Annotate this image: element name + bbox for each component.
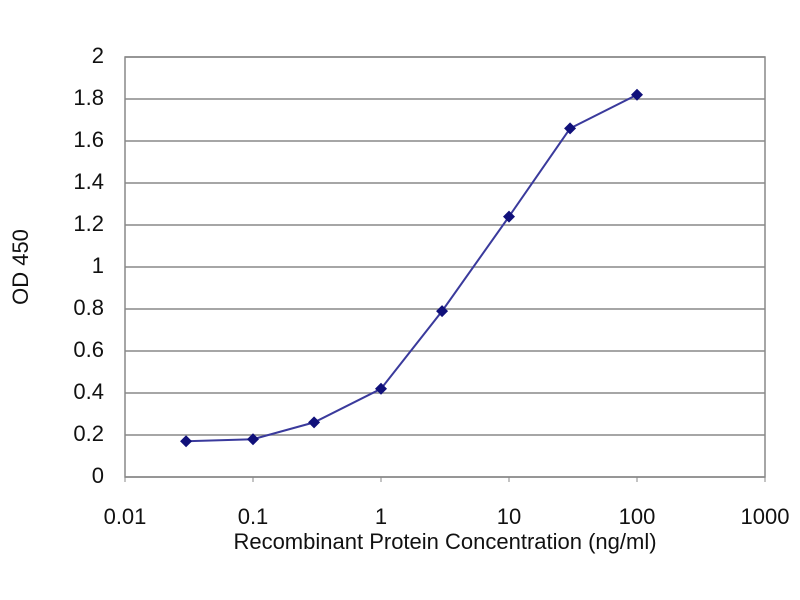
- data-line: [186, 93, 638, 443]
- x-tick-label: 1: [375, 504, 387, 529]
- y-tick-label: 0: [92, 463, 104, 488]
- y-tick-label: 1.2: [73, 211, 104, 236]
- x-axis-label: Recombinant Protein Concentration (ng/ml…: [233, 529, 656, 554]
- y-tick-label: 0.8: [73, 295, 104, 320]
- x-tick-label: 10: [497, 504, 521, 529]
- y-tick-label: 1.4: [73, 169, 104, 194]
- data-point: [308, 416, 321, 429]
- y-tick-label: 0.6: [73, 337, 104, 362]
- y-tick-label: 0.2: [73, 421, 104, 446]
- data-point: [180, 435, 193, 448]
- data-point: [564, 122, 577, 135]
- x-tick-label: 100: [619, 504, 656, 529]
- y-tick-label: 1.8: [73, 85, 104, 110]
- data-point: [503, 210, 515, 223]
- data-point: [436, 305, 449, 318]
- data-point: [631, 88, 643, 101]
- x-tick-label: 0.01: [104, 504, 147, 529]
- data-point: [375, 382, 387, 395]
- data-point: [247, 433, 259, 446]
- y-axis-label: OD 450: [8, 229, 33, 305]
- x-tick-label: 0.1: [238, 504, 269, 529]
- y-tick-label: 1.6: [73, 127, 104, 152]
- y-tick-label: 0.4: [73, 379, 104, 404]
- x-tick-label: 1000: [741, 504, 790, 529]
- y-tick-label: 2: [92, 43, 104, 68]
- y-tick-label: 1: [92, 253, 104, 278]
